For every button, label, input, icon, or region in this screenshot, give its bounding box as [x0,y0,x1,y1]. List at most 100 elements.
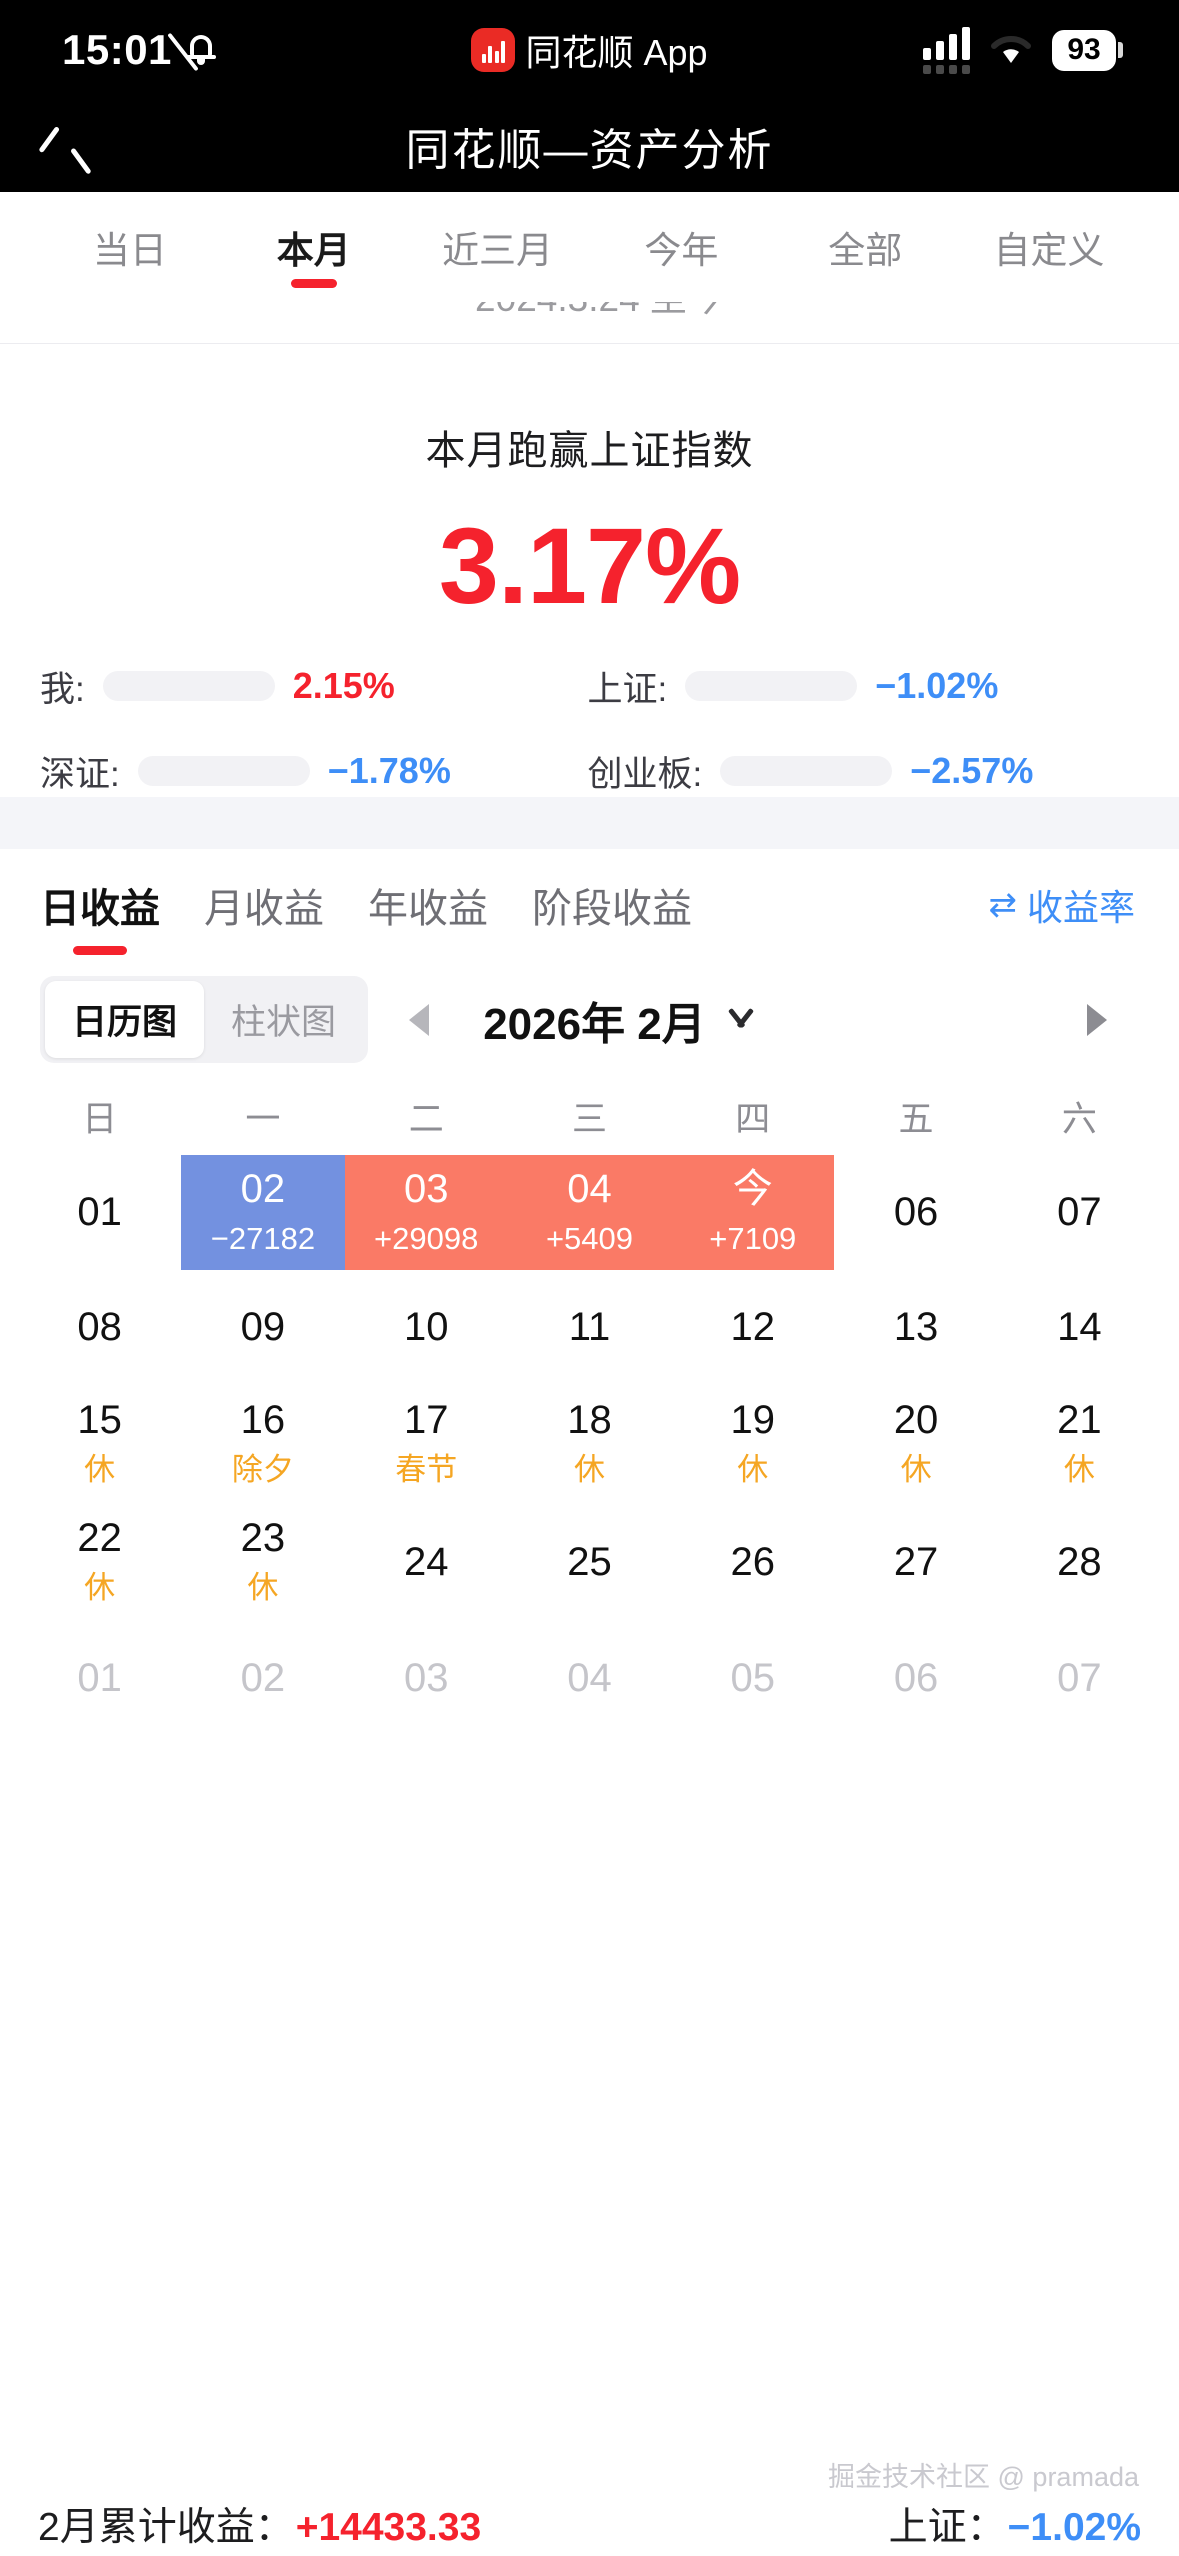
weekday-label: 五 [898,1100,934,1140]
calendar-day-cell-outside[interactable]: 01 [18,1621,181,1736]
period-tab-3months[interactable]: 近三月 [406,192,590,302]
calendar-day-cell[interactable]: 18 休 [508,1385,671,1503]
watermark: 掘金技术社区 @ pramada [828,2462,1139,2492]
back-chevron-icon[interactable] [44,116,88,176]
income-tab-label: 年收益 [368,886,488,931]
day-number: 21 [1057,1398,1102,1443]
tab-stage-income[interactable]: 阶段收益 [532,849,692,961]
tab-yearly-income[interactable]: 年收益 [368,849,488,961]
calendar-day-cell[interactable]: 25 [508,1503,671,1621]
calendar-day-cell-outside[interactable]: 03 [345,1621,508,1736]
day-number: 01 [77,1190,122,1235]
day-number: 05 [730,1656,776,1701]
calendar-day-cell[interactable]: 15 休 [18,1385,181,1503]
day-number: 25 [567,1539,612,1584]
day-pnl: +5409 [545,1220,634,1256]
income-tab-label: 月收益 [204,886,324,931]
day-holiday-tag: 休 [84,1570,116,1606]
day-number: 08 [77,1305,122,1350]
comparison-name: 上证: [587,669,668,709]
tab-monthly-income[interactable]: 月收益 [204,849,324,961]
calendar-day-cell[interactable]: 10 [345,1270,508,1385]
period-tab-label: 自定义 [993,230,1105,271]
chevron-down-icon[interactable] [726,1011,756,1029]
segment-calendar-view[interactable]: 日历图 [45,981,205,1059]
calendar-day-cell[interactable]: 16 除夕 [181,1385,344,1503]
active-tab-underline [73,945,127,955]
comparison-value: −1.78% [327,750,451,792]
day-number: 04 [567,1656,612,1701]
day-number: 06 [893,1656,939,1701]
ths-app-logo-icon [471,28,516,72]
day-number: 12 [730,1305,776,1350]
comparison-name: 我: [40,669,85,709]
period-tab-month[interactable]: 本月 [222,192,406,302]
calendar-day-cell[interactable]: 09 [181,1270,344,1385]
weekday-label: 二 [408,1100,444,1140]
calendar-day-cell[interactable]: 02 −27182 [181,1154,345,1270]
calendar-week-row: 01 02 −27182 03 +29098 04 +5409 今 +7109 06 0… [18,1154,1161,1270]
calendar-day-cell[interactable]: 11 [508,1270,671,1385]
calendar-day-cell[interactable]: 28 [998,1503,1161,1621]
calendar-day-cell-outside[interactable]: 07 [998,1621,1161,1736]
day-number: 17 [403,1398,449,1443]
calendar-day-cell-today[interactable]: 今 +7109 [671,1154,835,1270]
calendar-day-cell[interactable]: 21 休 [998,1385,1161,1503]
calendar-day-cell[interactable]: 13 [834,1270,997,1385]
day-number: 03 [403,1656,449,1701]
period-tab-label: 全部 [828,230,903,271]
segment-bar-view[interactable]: 柱状图 [231,1003,337,1043]
rate-link-label: 收益率 [1026,886,1135,928]
period-tab-custom[interactable]: 自定义 [957,192,1141,302]
calendar-week-row: 15 休 16 除夕 17 春节 18 休 19 休 20 休 21 休 [18,1385,1161,1503]
triangle-left-icon[interactable] [389,990,449,1050]
next-month-button[interactable] [1067,990,1127,1050]
calendar-day-cell[interactable]: 24 [345,1503,508,1621]
period-tab-bar: 当日 本月 近三月 今年 全部 自定义 [0,192,1179,302]
month-selector[interactable]: 2026年 2月 [483,988,756,1052]
period-tab-today[interactable]: 当日 [38,192,222,302]
comparison-value: −1.02% [875,665,999,707]
triangle-right-icon[interactable] [1067,990,1127,1050]
calendar-day-cell[interactable]: 03 +29098 [344,1154,508,1270]
switch-to-rate-button[interactable]: ⇄ 收益率 [988,879,1135,931]
period-tab-year[interactable]: 今年 [589,192,773,302]
weekday-label: 日 [82,1100,118,1140]
calendar-day-cell[interactable]: 01 [18,1155,181,1270]
calendar-day-cell[interactable]: 14 [998,1270,1161,1385]
calendar-day-cell[interactable]: 22 休 [18,1503,181,1621]
calendar-day-cell[interactable]: 07 [998,1155,1161,1270]
month-total-label: 2月累计收益： [38,2506,294,2549]
day-number: 09 [240,1305,286,1350]
day-number: 23 [240,1516,286,1561]
calendar-day-cell[interactable]: 06 [834,1155,997,1270]
index-value: −1.02% [1007,2506,1141,2549]
period-tab-all[interactable]: 全部 [773,192,957,302]
calendar-footer: 掘金技术社区 @ pramada 2月累计收益： +14433.33 上证： −… [0,2460,1179,2556]
day-pnl: −27182 [210,1220,316,1256]
tab-daily-income[interactable]: 日收益 [40,849,160,961]
calendar-day-cell[interactable]: 12 [671,1270,834,1385]
day-number: 02 [240,1166,286,1211]
weekday-label: 三 [571,1100,607,1140]
weekday-label: 一 [245,1100,281,1140]
comparison-row-me: 我: 2.15% [40,661,588,712]
calendar-day-cell[interactable]: 20 休 [834,1385,997,1503]
calendar-day-cell[interactable]: 26 [671,1503,834,1621]
day-number: 今 [732,1166,773,1211]
day-holiday-tag: 春节 [395,1452,458,1488]
calendar-day-cell[interactable]: 23 休 [181,1503,344,1621]
calendar-day-cell[interactable]: 17 春节 [345,1385,508,1503]
status-app-name: 同花顺 App [525,32,708,73]
day-number: 13 [893,1305,939,1350]
calendar-day-cell-outside[interactable]: 05 [671,1621,834,1736]
calendar-day-cell-outside[interactable]: 04 [508,1621,671,1736]
calendar-day-cell[interactable]: 19 休 [671,1385,834,1503]
calendar-day-cell-outside[interactable]: 06 [834,1621,997,1736]
status-time: 15:01 [62,26,172,73]
calendar-day-cell[interactable]: 27 [834,1503,997,1621]
calendar-day-cell[interactable]: 08 [18,1270,181,1385]
day-number: 16 [240,1398,286,1443]
calendar-day-cell-outside[interactable]: 02 [181,1621,344,1736]
calendar-day-cell[interactable]: 04 +5409 [507,1154,672,1270]
